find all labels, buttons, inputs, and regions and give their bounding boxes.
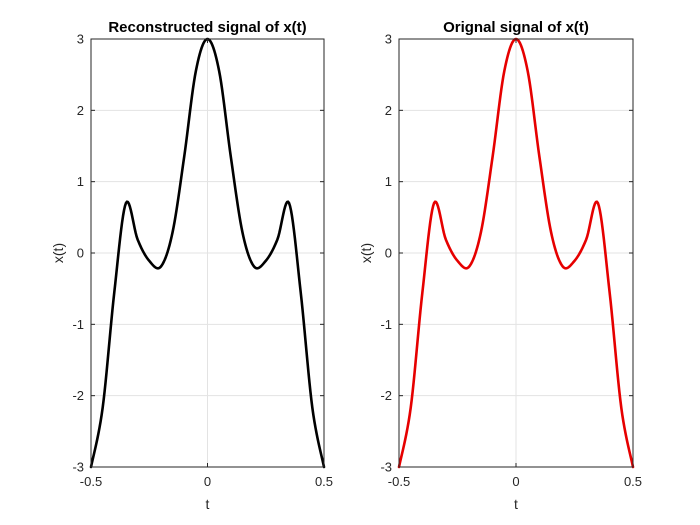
x-tick-label: -0.5 — [388, 474, 410, 489]
chart-panel-1: -0.5 0 0.5 -3 -2 -1 0 1 2 3 Reconstructed signal o… — [50, 19, 333, 512]
y-tick-label: 2 — [77, 103, 84, 118]
y-tick-label: 1 — [385, 174, 392, 189]
y-tick-label: -2 — [72, 388, 84, 403]
y-tick-label: 0 — [385, 246, 392, 261]
y-tick-label: -3 — [380, 460, 392, 475]
y-tick-label: 0 — [77, 246, 84, 261]
y-tick-label: -3 — [72, 460, 84, 475]
y-tick-label: 2 — [385, 103, 392, 118]
x-axis-label: t — [206, 496, 210, 512]
x-axis-label: t — [514, 496, 518, 512]
y-tick-label: -1 — [72, 317, 84, 332]
y-tick-label: -2 — [380, 388, 392, 403]
chart-title: Reconstructed signal of x(t) — [108, 19, 306, 36]
chart-title: Orignal signal of x(t) — [443, 19, 589, 36]
x-tick-label: 0 — [204, 474, 211, 489]
y-tick-label: 3 — [77, 32, 84, 47]
x-tick-label: -0.5 — [80, 474, 102, 489]
y-axis-label: x(t) — [50, 243, 66, 263]
y-tick-label: -1 — [380, 317, 392, 332]
x-tick-label: 0.5 — [315, 474, 333, 489]
y-axis-label: x(t) — [358, 243, 374, 263]
x-tick-label: 0 — [512, 474, 519, 489]
y-tick-label: 1 — [77, 174, 84, 189]
chart-panel-2: -0.5 0 0.5 -3 -2 -1 0 1 2 3 Orignal signal of x(t)… — [358, 19, 642, 512]
y-tick-label: 3 — [385, 32, 392, 47]
x-tick-label: 0.5 — [624, 474, 642, 489]
